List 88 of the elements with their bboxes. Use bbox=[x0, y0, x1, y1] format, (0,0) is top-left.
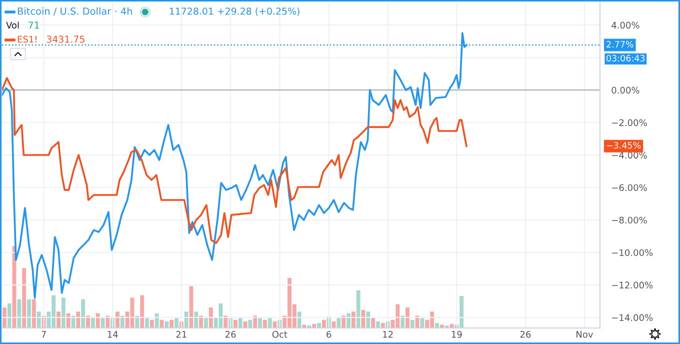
bar bbox=[342, 316, 346, 328]
bar bbox=[297, 312, 302, 328]
bar bbox=[243, 321, 248, 328]
bar bbox=[150, 320, 154, 328]
bar bbox=[154, 313, 159, 328]
bar bbox=[76, 312, 80, 328]
x-tick-label: 6 bbox=[326, 330, 332, 338]
y-tick-label: −2.00% bbox=[612, 119, 647, 126]
annotation: 11728.01 +29.28 (+0.25%) bbox=[170, 7, 300, 16]
bar bbox=[366, 312, 370, 328]
x-tick-label: 12 bbox=[383, 330, 393, 338]
bar bbox=[184, 312, 188, 328]
bar bbox=[22, 268, 26, 328]
bar bbox=[116, 312, 120, 328]
annotation: 3431.75 bbox=[46, 36, 84, 43]
x-tick-label: Nov bbox=[576, 331, 593, 338]
bar bbox=[36, 312, 41, 328]
bar bbox=[86, 316, 90, 328]
legend-label: ES1! bbox=[18, 36, 36, 43]
bar bbox=[27, 299, 31, 328]
bar bbox=[90, 318, 95, 328]
legend-label: Bitcoin / U.S. Dollar · 4h bbox=[18, 7, 132, 16]
y-tick-label: −10.00% bbox=[612, 249, 653, 256]
bar bbox=[61, 298, 66, 328]
x-tick-label: 21 bbox=[176, 330, 186, 338]
ref-line-label: 2.77% bbox=[606, 40, 634, 48]
bar bbox=[351, 312, 356, 328]
bar bbox=[410, 320, 414, 328]
bar bbox=[96, 313, 100, 328]
chart-title: Vol bbox=[6, 22, 19, 29]
bar bbox=[199, 316, 204, 328]
bar bbox=[406, 308, 410, 328]
bar bbox=[268, 318, 272, 328]
y-tick-label: −4.00% bbox=[612, 152, 647, 159]
bar bbox=[317, 323, 321, 328]
bar bbox=[140, 295, 144, 328]
bar bbox=[2, 308, 6, 328]
bar bbox=[204, 318, 208, 328]
bar bbox=[106, 316, 110, 328]
bar bbox=[81, 299, 86, 328]
bar bbox=[253, 316, 258, 328]
y-tick-label: −14.00% bbox=[612, 314, 653, 321]
bar bbox=[145, 318, 149, 328]
y-tick-label: 4.00% bbox=[612, 22, 640, 29]
y-tick-label: 0.00% bbox=[612, 86, 640, 94]
bar bbox=[120, 316, 124, 328]
bar bbox=[376, 321, 380, 328]
x-tick-label: 26 bbox=[225, 330, 236, 338]
bar bbox=[380, 323, 385, 328]
text: −3.45% bbox=[606, 142, 641, 149]
bar bbox=[164, 321, 169, 328]
bar bbox=[170, 320, 174, 328]
bar bbox=[208, 308, 213, 328]
bar bbox=[346, 313, 350, 328]
bar bbox=[356, 290, 360, 328]
x-tick-label: 14 bbox=[108, 331, 118, 338]
bar bbox=[336, 318, 341, 328]
bar bbox=[7, 303, 12, 328]
bar bbox=[238, 318, 242, 328]
bar bbox=[32, 299, 36, 328]
bar bbox=[194, 312, 198, 328]
bar bbox=[371, 318, 376, 328]
y-tick-label: −12.00% bbox=[612, 282, 653, 289]
bar bbox=[56, 312, 60, 328]
bar bbox=[234, 320, 238, 328]
bar bbox=[272, 321, 277, 328]
bar bbox=[258, 318, 262, 328]
bar bbox=[17, 299, 22, 328]
x-tick-label: 26 bbox=[520, 330, 531, 338]
bar bbox=[435, 323, 439, 328]
bar bbox=[248, 320, 252, 328]
x-tick-label: 19 bbox=[452, 330, 462, 338]
bar bbox=[440, 324, 444, 328]
annotation: 71 bbox=[28, 22, 39, 29]
bar bbox=[400, 316, 405, 328]
bar bbox=[66, 313, 70, 328]
bar bbox=[12, 246, 16, 328]
bar bbox=[135, 316, 140, 328]
bar bbox=[262, 320, 267, 328]
bar bbox=[322, 320, 326, 328]
bar bbox=[174, 318, 178, 328]
y-tick-label: −6.00% bbox=[612, 184, 647, 192]
x-tick-label: Oct bbox=[272, 330, 288, 338]
x-tick-label: 7 bbox=[42, 331, 46, 338]
bar bbox=[415, 316, 420, 328]
text: 03:06:43 bbox=[606, 54, 645, 62]
y-tick-label: −8.00% bbox=[612, 216, 647, 224]
bar bbox=[224, 316, 228, 328]
